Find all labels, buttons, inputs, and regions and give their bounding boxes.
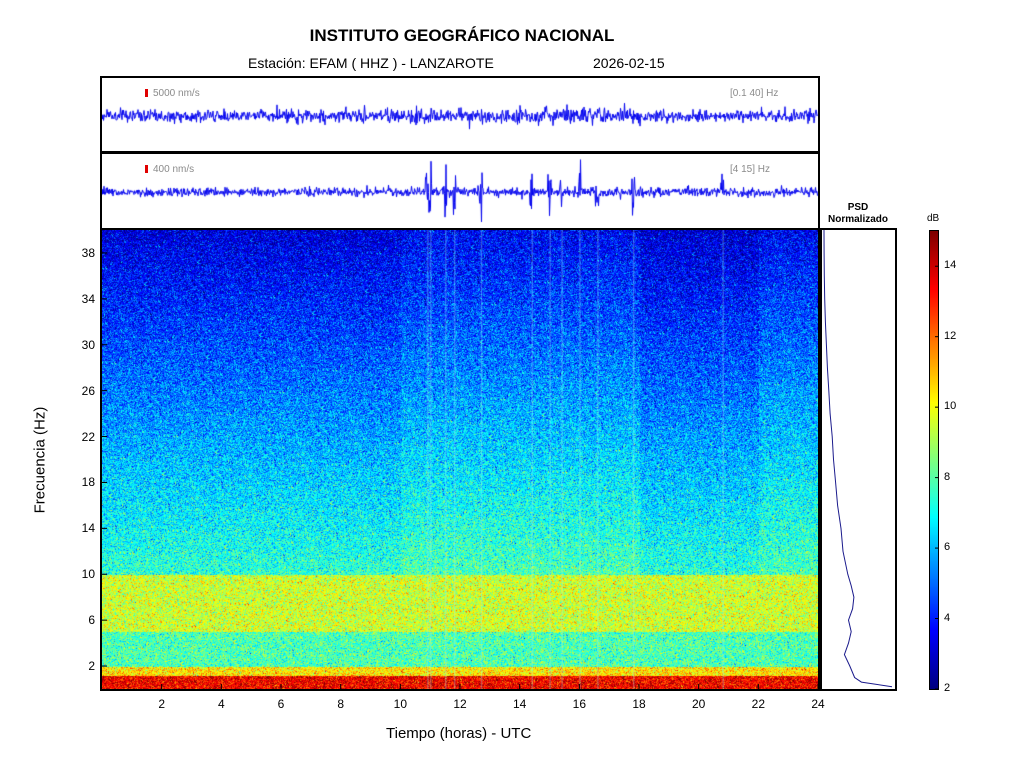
x-tick-label: 14 [512, 697, 527, 711]
x-tick-label: 10 [393, 697, 408, 711]
colorbar-tick-label: 8 [944, 470, 951, 483]
y-tick-label: 30 [81, 337, 95, 352]
x-tick-label: 6 [277, 697, 285, 711]
colorbar-unit: dB [927, 213, 940, 224]
psd-title: PSD Normalizado [812, 202, 904, 226]
y-tick-label: 2 [88, 659, 95, 674]
x-tick-label: 20 [691, 697, 706, 711]
seismogram-filtered [100, 152, 820, 230]
seismogram-broadband [100, 76, 820, 153]
x-tick-label: 4 [217, 697, 225, 711]
x-tick-label: 12 [453, 697, 467, 711]
amplitude-scale-label-2: 400 nm/s [153, 164, 195, 175]
psd-panel [820, 228, 897, 691]
colorbar-tick-label: 2 [944, 682, 951, 694]
y-tick-label: 14 [81, 521, 95, 536]
spectrogram-image [102, 230, 818, 689]
colorbar [929, 230, 939, 690]
page-title: INSTITUTO GEOGRÁFICO NACIONAL [309, 26, 615, 45]
y-tick-label: 6 [88, 613, 95, 628]
y-tick-label: 22 [81, 429, 95, 444]
amplitude-scale-bar-1 [145, 89, 148, 97]
amplitude-scale-label-1: 5000 nm/s [153, 88, 200, 99]
psd-title-line1: PSD [847, 202, 869, 213]
filter-band-label-2: [4 15] Hz [730, 164, 771, 175]
seismogram-broadband-waveform [102, 78, 818, 151]
x-tick-label: 22 [751, 697, 766, 711]
colorbar-tick-label: 10 [944, 400, 957, 413]
x-axis-label: Tiempo (horas) - UTC [386, 725, 532, 742]
colorbar-tick-label: 14 [944, 259, 957, 272]
colorbar-tick-label: 12 [944, 329, 957, 342]
station-label: Estación: EFAM ( HHZ ) - LANZAROTE [248, 55, 494, 71]
y-tick-label: 34 [81, 291, 95, 306]
x-tick-label: 8 [337, 697, 344, 711]
amplitude-scale-bar-2 [145, 165, 148, 173]
colorbar-tick-label: 6 [944, 541, 951, 554]
psd-curve [823, 230, 893, 688]
y-tick-label: 10 [81, 567, 95, 582]
colorbar-gradient [930, 231, 938, 689]
date-label: 2026-02-15 [593, 55, 665, 71]
psd-title-line2: Normalizado [827, 214, 888, 225]
filter-band-label-1: [0.1 40] Hz [730, 88, 779, 99]
seismogram-filtered-waveform [102, 154, 818, 228]
y-axis-label: Frecuencia (Hz) [31, 406, 49, 514]
y-tick-label: 26 [81, 383, 95, 398]
x-tick-label: 24 [811, 697, 825, 711]
x-tick-label: 2 [158, 697, 165, 711]
y-tick-label: 38 [81, 245, 95, 260]
spectrogram [100, 228, 820, 691]
x-tick-label: 16 [572, 697, 587, 711]
y-tick-label: 18 [81, 475, 95, 490]
x-tick-label: 18 [632, 697, 646, 711]
colorbar-tick-label: 4 [944, 611, 951, 624]
